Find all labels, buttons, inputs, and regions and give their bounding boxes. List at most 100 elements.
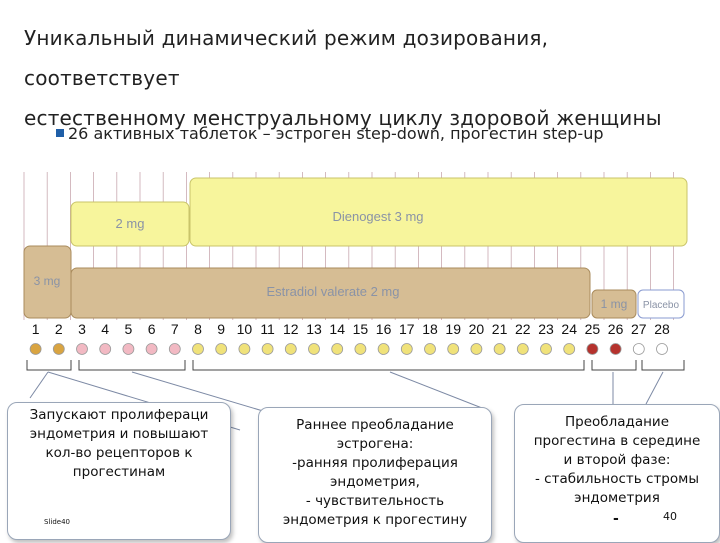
day-number: 3 <box>78 321 86 337</box>
bracket-days-27-28 <box>641 360 685 371</box>
day-number: 18 <box>422 321 438 337</box>
day-number: 8 <box>194 321 202 337</box>
pill-icon <box>215 343 228 355</box>
slide-title: Уникальный динамический режим дозировани… <box>24 18 704 138</box>
pill-icon <box>238 343 251 355</box>
estradiol-1mg-label: 1 mg <box>601 297 628 311</box>
callout-right-line-5: эндометрия <box>574 490 660 506</box>
bullet-dash: - <box>613 511 619 527</box>
callout-left-line-4: прогестинам <box>72 464 166 480</box>
day-number: 16 <box>376 321 392 337</box>
dienogest-3mg-label: Dienogest 3 mg <box>332 209 423 224</box>
estradiol-2mg-bar <box>70 267 591 319</box>
day-number: 17 <box>399 321 415 337</box>
day-number: 26 <box>608 321 624 337</box>
pill-icon <box>76 343 88 355</box>
pill-icon <box>493 343 506 355</box>
callout-middle-line-2: эстрогена: <box>336 436 414 452</box>
day-number: 25 <box>585 321 601 337</box>
callout-left-line-3: кол-во рецепторов к <box>45 445 193 461</box>
day-number: 22 <box>515 321 531 337</box>
day-number: 10 <box>237 321 253 337</box>
bullet-point: 26 активных таблеток – эстроген step-dow… <box>56 124 603 143</box>
pill-icon <box>632 343 645 355</box>
day-number: 9 <box>217 321 225 337</box>
day-number: 23 <box>538 321 554 337</box>
callout-middle-line-1: Раннее преобладание <box>296 417 454 433</box>
callout-middle-line-3: -ранняя пролиферация <box>292 455 458 471</box>
pill-icon <box>470 343 483 355</box>
callout-right-line-4: - стабильность стромы <box>535 471 699 487</box>
callout-left-line-1: Запускают пролифераци <box>29 407 209 423</box>
estradiol-3mg-label: 3 mg <box>34 274 61 288</box>
day-brackets <box>26 360 685 371</box>
bracket-days-1-2 <box>26 360 72 371</box>
day-number: 28 <box>654 321 670 337</box>
day-number: 20 <box>469 321 485 337</box>
pill-icon <box>331 343 344 355</box>
pill-icon <box>168 343 181 355</box>
pill-icon <box>400 343 413 355</box>
bullet-square-icon <box>56 128 64 137</box>
connector-left <box>29 371 49 399</box>
slide-number: 40 <box>663 510 677 523</box>
pill-icon <box>52 343 65 355</box>
pill-icon <box>261 343 274 355</box>
callout-middle: Раннее преобладание эстрогена: -ранняя п… <box>258 407 492 543</box>
callout-left: Запускают пролифераци эндометрия и повыш… <box>7 402 231 540</box>
day-number: 7 <box>171 321 179 337</box>
title-line-2: естественному менструальному циклу здоро… <box>24 106 662 130</box>
day-numbers: 1 2 3 4 5 6 7 8 9 10 11 12 13 14 15 16 17 18 19 20 21 22 23 24 2… <box>32 321 670 337</box>
callout-left-line-2: эндометрия и повышают <box>29 426 209 442</box>
dosing-diagram: 2 mg Dienogest 3 mg 3 mg Estradiol valer… <box>23 172 688 371</box>
pill-icon <box>609 343 622 355</box>
placebo-bar <box>637 289 685 319</box>
dienogest-3mg-bar <box>189 177 688 247</box>
estradiol-2mg-label: Estradiol valerate 2 mg <box>267 284 400 299</box>
callout-right-line-1: Преобладание <box>564 414 670 430</box>
dienogest-2mg-label: 2 mg <box>116 216 145 231</box>
estradiol-1mg-bar <box>591 289 637 319</box>
pill-icon <box>284 343 297 355</box>
title-line-1: Уникальный динамический режим дозировани… <box>24 26 549 90</box>
day-number: 12 <box>283 321 299 337</box>
bracket-days-25-26 <box>591 360 637 371</box>
callout-right-line-2: прогестина в середине <box>533 433 701 449</box>
placebo-label: Placebo <box>643 300 680 311</box>
pill-icon <box>516 343 529 355</box>
pill-icon <box>308 343 320 355</box>
day-number: 24 <box>561 321 577 337</box>
pill-icon <box>29 343 42 355</box>
day-number: 27 <box>631 321 647 337</box>
pill-icon <box>354 343 367 355</box>
callout-middle-line-4: эндометрия, <box>330 474 420 490</box>
connector-right-3 <box>645 371 664 405</box>
pill-icon <box>656 343 668 355</box>
day-number: 21 <box>492 321 508 337</box>
pill-icon <box>586 343 599 355</box>
callout-right-line-3: и второй фазе: <box>563 452 671 468</box>
bracket-days-3-7 <box>78 360 186 371</box>
day-number: 19 <box>445 321 461 337</box>
connector-right-1 <box>389 371 483 409</box>
bracket-days-8-24 <box>192 360 585 371</box>
day-number: 15 <box>353 321 369 337</box>
dienogest-2mg-bar <box>70 201 190 247</box>
slide-label: Slide40 <box>44 518 70 526</box>
day-number: 13 <box>306 321 322 337</box>
callout-middle-line-6: эндометрия к прогестину <box>282 512 468 528</box>
bullet-text: 26 активных таблеток – эстроген step-dow… <box>68 124 604 143</box>
pill-icon <box>145 343 158 355</box>
callout-right: Преобладание прогестина в середине и вто… <box>514 404 720 543</box>
pill-icon <box>99 343 112 355</box>
pill-icon <box>563 343 576 355</box>
callout-middle-line-5: - чувствительность <box>305 493 445 509</box>
day-number: 11 <box>260 321 275 337</box>
day-number: 6 <box>148 321 156 337</box>
day-number: 14 <box>329 321 345 337</box>
day-number: 4 <box>101 321 109 337</box>
pill-icon <box>424 343 436 355</box>
pill-icon <box>447 343 460 355</box>
day-number: 1 <box>32 321 40 337</box>
pill-icon <box>122 343 135 355</box>
